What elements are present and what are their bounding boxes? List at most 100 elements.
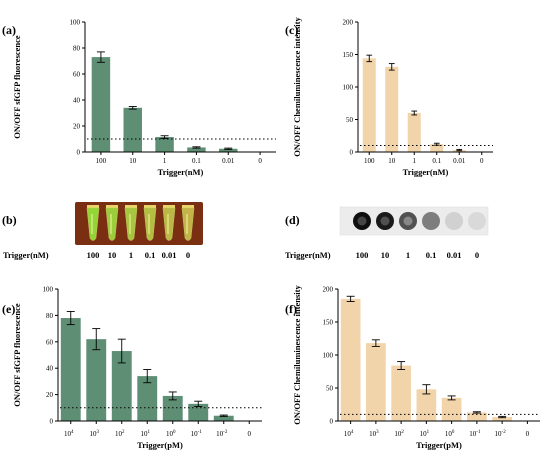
bar (162, 395, 183, 421)
error-bar (422, 384, 431, 395)
x-tick-label: 1 (413, 157, 417, 165)
x-tick-label: 1 (163, 157, 167, 165)
blot-spot (399, 212, 417, 230)
blot-spot (422, 212, 440, 230)
blot-label: 0.01 (447, 250, 462, 260)
blot-label: 100 (356, 250, 369, 260)
bar (407, 113, 421, 152)
tube (105, 205, 119, 241)
panel-b-axis-label: Trigger(nM) (3, 250, 49, 260)
y-tick-label: 100 (343, 84, 354, 92)
error-bar (371, 339, 380, 347)
y-tick-label: 80 (46, 312, 54, 320)
panel-d-axis-label: Trigger(nM) (285, 250, 331, 260)
x-tick-label: 100 (166, 430, 176, 438)
x-tick-label: 104 (64, 430, 74, 438)
error-bar (498, 415, 507, 419)
x-tick-label: 100 (364, 157, 375, 165)
y-axis-label: ON/OFF sfGFP fluorescence (12, 35, 22, 139)
y-tick-label: 60 (73, 71, 81, 79)
panel-d-dot-blot: Trigger(nM) 100 10 1 0.1 0.01 0 (285, 206, 489, 260)
x-tick-label: 10-2 (495, 430, 507, 438)
error-bar (366, 54, 373, 63)
blot-label: 10 (381, 250, 390, 260)
panel-label-f: (f) (285, 302, 297, 316)
bar (91, 57, 111, 152)
x-tick-label: 103 (369, 430, 379, 438)
bar (213, 415, 234, 421)
x-tick-label: 10-1 (469, 430, 481, 438)
blot-spot (353, 212, 371, 230)
x-tick-label: 0 (526, 430, 530, 438)
y-tick-label: 40 (73, 97, 81, 105)
chart-a: 0 20 40 60 80 100 100 10 1 0.1 0.01 0 Trigger(nM) ON/… (12, 19, 276, 177)
bar (430, 144, 444, 152)
x-tick-label: 101 (141, 430, 151, 438)
x-tick-label: 10 (388, 157, 396, 165)
bar (340, 298, 361, 421)
chart-e: 0 20 40 60 80 100 104 103 102 101 100 10-1 10-2 0 Trig… (12, 286, 262, 450)
error-bar (447, 395, 456, 401)
x-tick-label: 0 (480, 157, 484, 165)
x-tick-label: 0.01 (453, 157, 466, 165)
error-bar (168, 391, 177, 401)
panel-label-a: (a) (2, 23, 16, 37)
error-bar (194, 400, 203, 407)
bar (123, 107, 142, 152)
bar (86, 339, 107, 421)
x-tick-label: 10-1 (191, 430, 203, 438)
error-bar (160, 135, 169, 139)
error-bar (96, 51, 105, 63)
y-tick-label: 20 (73, 123, 81, 131)
bar (366, 343, 386, 421)
error-bar (456, 148, 463, 152)
y-tick-label: 150 (343, 51, 354, 59)
error-bar (346, 295, 355, 302)
y-axis-label: ON/OFF sfGFP fluorescence (12, 303, 22, 407)
y-tick-label: 150 (323, 319, 334, 327)
error-bar (117, 338, 126, 364)
error-bar (224, 147, 233, 150)
bar (187, 147, 206, 152)
panel-label-b: (b) (2, 213, 17, 227)
y-axis-label: ON/OFF Chemiluminescence intensity (292, 17, 302, 157)
y-tick-label: 100 (43, 286, 54, 294)
y-tick-label: 200 (323, 286, 334, 294)
tube-label: 100 (87, 250, 100, 260)
tube (86, 205, 100, 241)
bar (391, 365, 411, 421)
y-tick-label: 20 (46, 391, 54, 399)
blot-spot (445, 212, 463, 230)
y-tick-label: 0 (50, 418, 54, 426)
x-axis-label: Trigger(nM) (403, 167, 449, 177)
error-bar (411, 110, 418, 116)
x-tick-label: 101 (420, 430, 430, 438)
x-tick-label: 0 (258, 157, 262, 165)
y-tick-label: 100 (323, 352, 334, 360)
tube-label: 10 (108, 250, 117, 260)
error-bar (397, 361, 406, 370)
error-bar (143, 369, 152, 384)
bar (155, 137, 174, 152)
tube-label: 0 (186, 250, 190, 260)
tube (124, 205, 138, 241)
y-tick-label: 50 (326, 385, 334, 393)
bar (137, 376, 158, 421)
bar (362, 58, 376, 152)
blot-spot (468, 212, 486, 230)
bar (385, 66, 399, 152)
bar (219, 148, 238, 152)
x-axis-label: Trigger(pM) (416, 440, 462, 450)
x-tick-label: 103 (90, 430, 100, 438)
x-tick-label: 100 (96, 157, 107, 165)
bar (416, 389, 437, 421)
blot-label: 1 (406, 250, 410, 260)
blot-label: 0.1 (426, 250, 437, 260)
x-tick-label: 102 (115, 430, 125, 438)
error-bar (66, 310, 75, 326)
bar (467, 412, 487, 421)
y-tick-label: 40 (46, 365, 54, 373)
y-tick-label: 0 (330, 418, 334, 426)
x-axis-label: Trigger(nM) (158, 167, 204, 177)
